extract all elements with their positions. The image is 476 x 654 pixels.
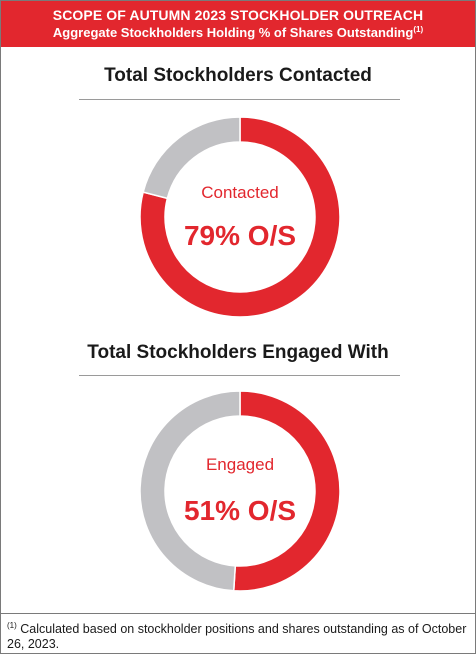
donut-chart-contacted: [139, 116, 341, 318]
header-footnote-ref: (1): [413, 25, 424, 34]
donut-center-label-contacted: Contacted: [201, 183, 279, 202]
donut-center-label-engaged: Engaged: [205, 455, 275, 474]
donut-center-value-engaged: 51% O/S: [183, 495, 297, 526]
divider-contacted: [79, 99, 400, 100]
header-banner: SCOPE OF AUTUMN 2023 STOCKHOLDER OUTREAC…: [1, 1, 475, 47]
donut-chart-engaged: [139, 390, 341, 592]
footnote-ref: (1): [7, 621, 17, 630]
header-subtitle-line: Aggregate Stockholders Holding % of Shar…: [1, 25, 475, 40]
header-title: SCOPE OF AUTUMN 2023 STOCKHOLDER OUTREAC…: [52, 7, 424, 23]
chart-title-contacted: Total Stockholders Contacted: [104, 65, 372, 86]
footnote-divider: [1, 613, 475, 614]
donut-slice-remainder: [139, 390, 241, 592]
donut-center-value-contacted: 79% O/S: [183, 220, 297, 251]
chart-title-engaged: Total Stockholders Engaged With: [87, 342, 389, 363]
header-subtitle: Aggregate Stockholders Holding % of Shar…: [52, 25, 414, 40]
donut-slice-highlight: [232, 390, 341, 592]
donut-slice-highlight: [139, 116, 341, 318]
footnote-text: Calculated based on stockholder position…: [7, 622, 467, 651]
footnote: (1) Calculated based on stockholder posi…: [7, 618, 469, 652]
divider-engaged: [79, 375, 400, 376]
donut-slice-remainder: [142, 116, 241, 200]
